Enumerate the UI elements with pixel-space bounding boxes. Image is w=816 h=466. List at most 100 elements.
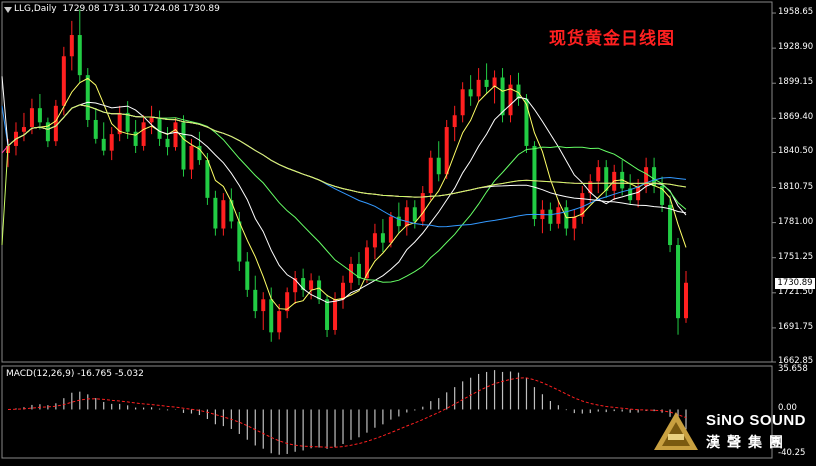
candle-body xyxy=(596,167,601,182)
price-tick-label: 1840.50 xyxy=(778,146,814,157)
candle-body xyxy=(229,200,234,222)
candle-body xyxy=(412,207,417,222)
candle-body xyxy=(93,119,98,139)
candle-body xyxy=(468,89,473,97)
ma-120-line xyxy=(1,104,687,246)
candle-body xyxy=(29,108,34,128)
price-pane-frame xyxy=(1,1,773,363)
candle-body xyxy=(364,247,369,279)
candle-body xyxy=(524,98,529,146)
candle-body xyxy=(580,193,585,217)
candle-body xyxy=(181,122,186,170)
candle-body xyxy=(245,261,250,290)
candle-body xyxy=(133,131,138,146)
candle-body xyxy=(221,200,226,229)
candle-body xyxy=(380,233,385,243)
price-tick-label: 1958.65 xyxy=(778,7,814,18)
symbol-label: LLG,Daily xyxy=(14,4,57,14)
candle-body xyxy=(348,263,353,283)
candle-body xyxy=(556,207,561,224)
candle-body xyxy=(293,278,298,293)
macd-tick-label: 0.00 xyxy=(778,403,797,414)
candle-body xyxy=(676,245,681,319)
price-tick-label: 1721.50 xyxy=(778,286,814,297)
logo-text-en: SiNO SOUND xyxy=(706,412,807,429)
candle-body xyxy=(588,181,593,194)
ma-10-line xyxy=(7,96,687,303)
price-tick-label: 1751.25 xyxy=(778,251,814,262)
candle-body xyxy=(101,138,106,151)
candle-body xyxy=(309,280,314,290)
ohlc-values: 1729.08 1731.30 1724.08 1730.89 xyxy=(62,4,220,14)
candle-body xyxy=(21,127,26,132)
candle-body xyxy=(141,122,146,146)
chart-title: 现货黄金日线图 xyxy=(549,29,675,49)
candle-body xyxy=(476,79,481,97)
candle-body xyxy=(269,299,274,333)
logo-text-cn: 漢聲集團 xyxy=(706,435,790,451)
candle-body xyxy=(436,157,441,175)
candle-body xyxy=(325,299,330,330)
price-tick-label: 1928.90 xyxy=(778,42,814,53)
candle-body xyxy=(516,84,521,99)
price-tick-label: 1810.75 xyxy=(778,181,814,192)
candle-body xyxy=(149,117,154,123)
candle-body xyxy=(45,122,50,142)
candle-body xyxy=(61,56,66,106)
candle-body xyxy=(277,311,282,333)
candle-body xyxy=(548,209,553,224)
current-price-tag: 1730.89 xyxy=(775,278,815,289)
candle-body xyxy=(37,108,42,123)
candle-body xyxy=(205,160,210,198)
candle-body xyxy=(452,115,457,128)
price-tick-label: 1662.85 xyxy=(778,356,814,366)
price-tick-label: 1781.00 xyxy=(778,216,814,227)
price-tick-label: 1869.40 xyxy=(778,112,814,123)
macd-tick-label: -40.25 xyxy=(778,448,806,458)
candle-body xyxy=(69,35,74,57)
candle-body xyxy=(253,289,258,312)
candle-body xyxy=(356,263,361,279)
candle-body xyxy=(604,167,609,191)
candle-body xyxy=(660,186,665,205)
candle-body xyxy=(372,233,377,248)
candle-body xyxy=(333,299,338,330)
candle-body xyxy=(109,134,114,151)
candle-body xyxy=(261,299,266,312)
candle-body xyxy=(428,157,433,194)
candle-body xyxy=(237,221,242,262)
candle-body xyxy=(285,292,290,312)
candle-body xyxy=(572,216,577,229)
candle-body xyxy=(157,117,162,139)
symbol-header: LLG,Daily 1729.08 1731.30 1724.08 1730.8… xyxy=(14,4,220,14)
candle-body xyxy=(341,282,346,300)
candle-body xyxy=(500,77,505,116)
candle-body xyxy=(644,167,649,187)
price-tick-label: 1899.15 xyxy=(778,77,814,88)
candle-body xyxy=(165,138,170,148)
candle-body xyxy=(197,145,202,161)
candle-body xyxy=(189,145,194,170)
candle-body xyxy=(636,186,641,201)
candle-body xyxy=(388,216,393,243)
candle-body xyxy=(85,75,90,120)
candle-body xyxy=(301,278,306,290)
macd-signal-line xyxy=(7,377,687,448)
candle-body xyxy=(532,145,537,220)
price-tick-label: 1691.75 xyxy=(778,321,814,332)
dropdown-arrow-icon[interactable] xyxy=(4,7,12,13)
candle-body xyxy=(492,77,497,87)
candle-body xyxy=(317,280,322,300)
candle-body xyxy=(213,197,218,229)
candle-body xyxy=(396,216,401,227)
macd-label: MACD(12,26,9) -16.765 -5.032 xyxy=(6,369,144,379)
candle-body xyxy=(668,204,673,246)
candle-body xyxy=(484,79,489,87)
candle-body xyxy=(117,112,122,135)
candle-body xyxy=(420,193,425,222)
macd-pane-frame xyxy=(1,365,773,459)
sino-sound-logo: SiNO SOUND 漢聲集團 xyxy=(648,406,814,462)
candle-body xyxy=(404,207,409,227)
candle-body xyxy=(460,89,465,116)
